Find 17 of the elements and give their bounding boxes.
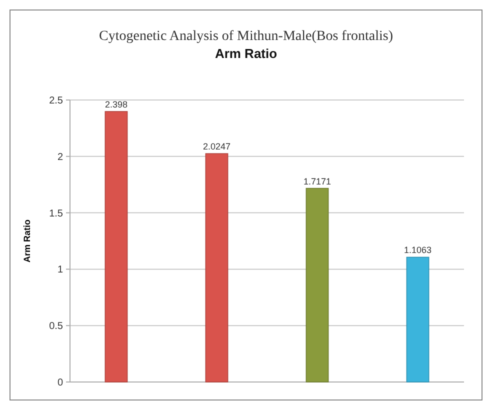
data-label: 1.1063: [404, 245, 432, 256]
data-label: 1.7171: [303, 176, 332, 186]
y-tick-label: 0: [57, 378, 64, 388]
y-tick-label: 1: [57, 264, 64, 276]
y-axis-title: Arm Ratio: [22, 219, 32, 263]
data-label: 2.398: [104, 100, 128, 110]
data-label: 2.0247: [202, 142, 231, 152]
chart-subtitle: Arm Ratio: [214, 46, 278, 61]
chart-title: Cytogenetic Analysis of Mithun-Male(Bos frontalis): [99, 29, 394, 44]
bar: [406, 256, 430, 382]
y-tick-label: 1.5: [49, 208, 64, 220]
y-tick-label: 2: [57, 152, 64, 163]
y-tick-label: 0.5: [49, 321, 64, 332]
bar: [104, 111, 128, 382]
bar: [205, 153, 228, 382]
bar: [306, 188, 329, 382]
y-tick-label: 2.5: [49, 96, 64, 106]
